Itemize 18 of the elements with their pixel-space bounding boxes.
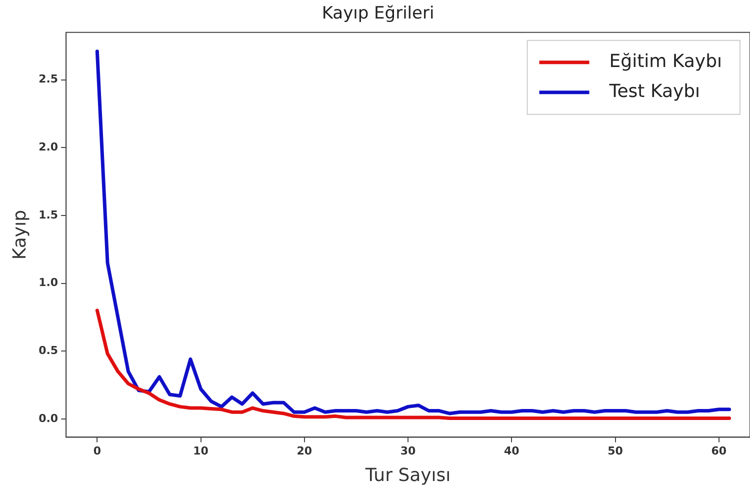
y-tick-label: 1.0 (38, 276, 58, 290)
x-tick-label: 50 (608, 444, 624, 458)
x-tick-label: 0 (93, 444, 102, 458)
x-tick-label: 30 (400, 444, 416, 458)
y-tick-label: 0.5 (38, 344, 58, 357)
x-tick-label: 20 (296, 444, 312, 458)
legend-label: Eğitim Kaybı (609, 51, 722, 72)
chart-title: Kayıp Eğrileri (322, 4, 434, 24)
y-tick-label: 2.5 (38, 72, 58, 86)
x-tick-label: 10 (193, 444, 209, 458)
y-tick-label: 2.0 (38, 140, 58, 154)
legend-label: Test Kaybı (608, 81, 700, 102)
x-axis-title: Tur Sayısı (364, 464, 451, 486)
y-tick-label: 0.0 (38, 412, 58, 425)
y-axis-title: Kayıp (9, 210, 30, 260)
x-tick-label: 40 (504, 444, 520, 458)
y-tick-label: 1.5 (38, 208, 58, 222)
x-tick-label: 60 (711, 444, 727, 458)
